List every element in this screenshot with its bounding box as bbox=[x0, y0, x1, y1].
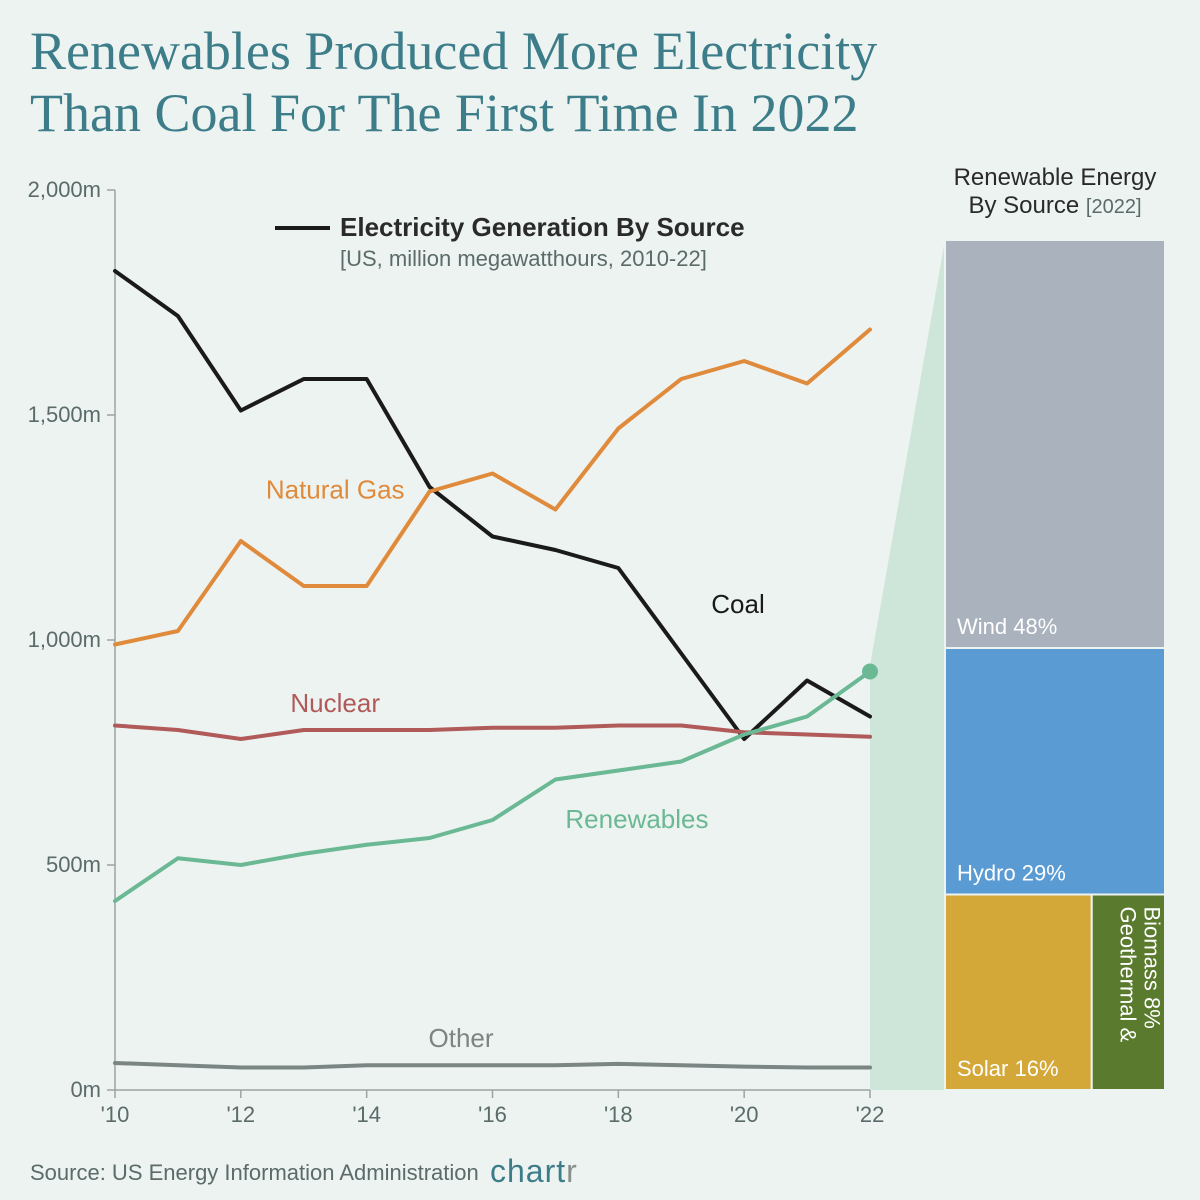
series-renewables bbox=[115, 672, 870, 902]
treemap-label: Hydro 29% bbox=[957, 861, 1066, 886]
y-tick-label: 1,000m bbox=[28, 627, 101, 652]
y-tick-label: 2,000m bbox=[28, 177, 101, 202]
sidebar-title: Renewable Energy By Source [2022] bbox=[940, 164, 1170, 220]
x-tick-label: '18 bbox=[604, 1102, 633, 1127]
line-chart: 0m 500m 1,000m 1,500m 2,000m '10 '12 '14 '16 '18 '… bbox=[0, 170, 1200, 1170]
series-coal bbox=[115, 271, 870, 739]
x-tick-label: '16 bbox=[478, 1102, 507, 1127]
x-tick-label: '14 bbox=[352, 1102, 381, 1127]
treemap-seg bbox=[945, 648, 1165, 895]
series-other bbox=[115, 1063, 870, 1068]
label-coal: Coal bbox=[711, 589, 764, 619]
x-tick-label: '10 bbox=[101, 1102, 130, 1127]
label-other: Other bbox=[429, 1023, 494, 1053]
brand-logo: chartr bbox=[490, 1153, 578, 1190]
label-naturalgas: Natural Gas bbox=[266, 475, 405, 505]
treemap-label: Solar 16% bbox=[957, 1056, 1059, 1081]
x-tick-label: '20 bbox=[730, 1102, 759, 1127]
treemap-seg bbox=[945, 240, 1165, 648]
source-text: Source: US Energy Information Administra… bbox=[30, 1160, 479, 1186]
sidebar-title-2: By Source bbox=[969, 192, 1080, 219]
label-nuclear: Nuclear bbox=[290, 688, 380, 718]
chart-title: Renewables Produced More Electricity Tha… bbox=[0, 0, 1200, 154]
title-line-2: Than Coal For The First Time In 2022 bbox=[30, 83, 859, 143]
y-tick-label: 1,500m bbox=[28, 402, 101, 427]
legend-subtitle: [US, million megawatthours, 2010-22] bbox=[340, 246, 707, 271]
y-tick-label: 0m bbox=[70, 1077, 101, 1102]
main-area: 0m 500m 1,000m 1,500m 2,000m '10 '12 '14 '16 '18 '… bbox=[0, 170, 1200, 1170]
x-tick-label: '22 bbox=[856, 1102, 885, 1127]
sidebar-year: [2022] bbox=[1086, 196, 1142, 218]
treemap-label: Wind 48% bbox=[957, 614, 1057, 639]
treemap-label: Geothermal & bbox=[1115, 907, 1140, 1043]
y-tick-label: 500m bbox=[46, 852, 101, 877]
label-renewables: Renewables bbox=[565, 804, 708, 834]
legend-title: Electricity Generation By Source bbox=[340, 212, 745, 242]
title-line-1: Renewables Produced More Electricity bbox=[30, 21, 877, 81]
connector-wedge bbox=[870, 240, 945, 1090]
sidebar-title-1: Renewable Energy bbox=[940, 164, 1170, 192]
renewables-2022-marker bbox=[862, 664, 878, 680]
treemap-label: Biomass 8% bbox=[1139, 907, 1164, 1029]
x-tick-label: '12 bbox=[226, 1102, 255, 1127]
